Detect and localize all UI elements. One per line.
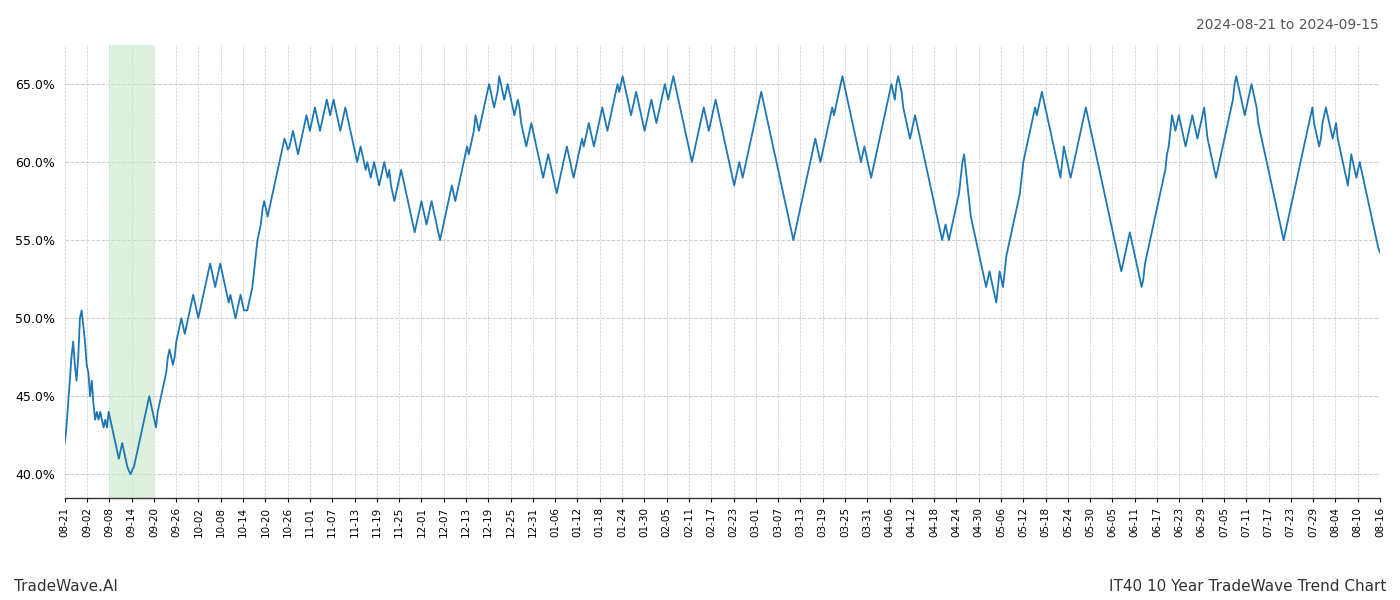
Bar: [109, 45, 154, 498]
Text: 2024-08-21 to 2024-09-15: 2024-08-21 to 2024-09-15: [1196, 18, 1379, 32]
Text: IT40 10 Year TradeWave Trend Chart: IT40 10 Year TradeWave Trend Chart: [1109, 579, 1386, 594]
Text: TradeWave.AI: TradeWave.AI: [14, 579, 118, 594]
